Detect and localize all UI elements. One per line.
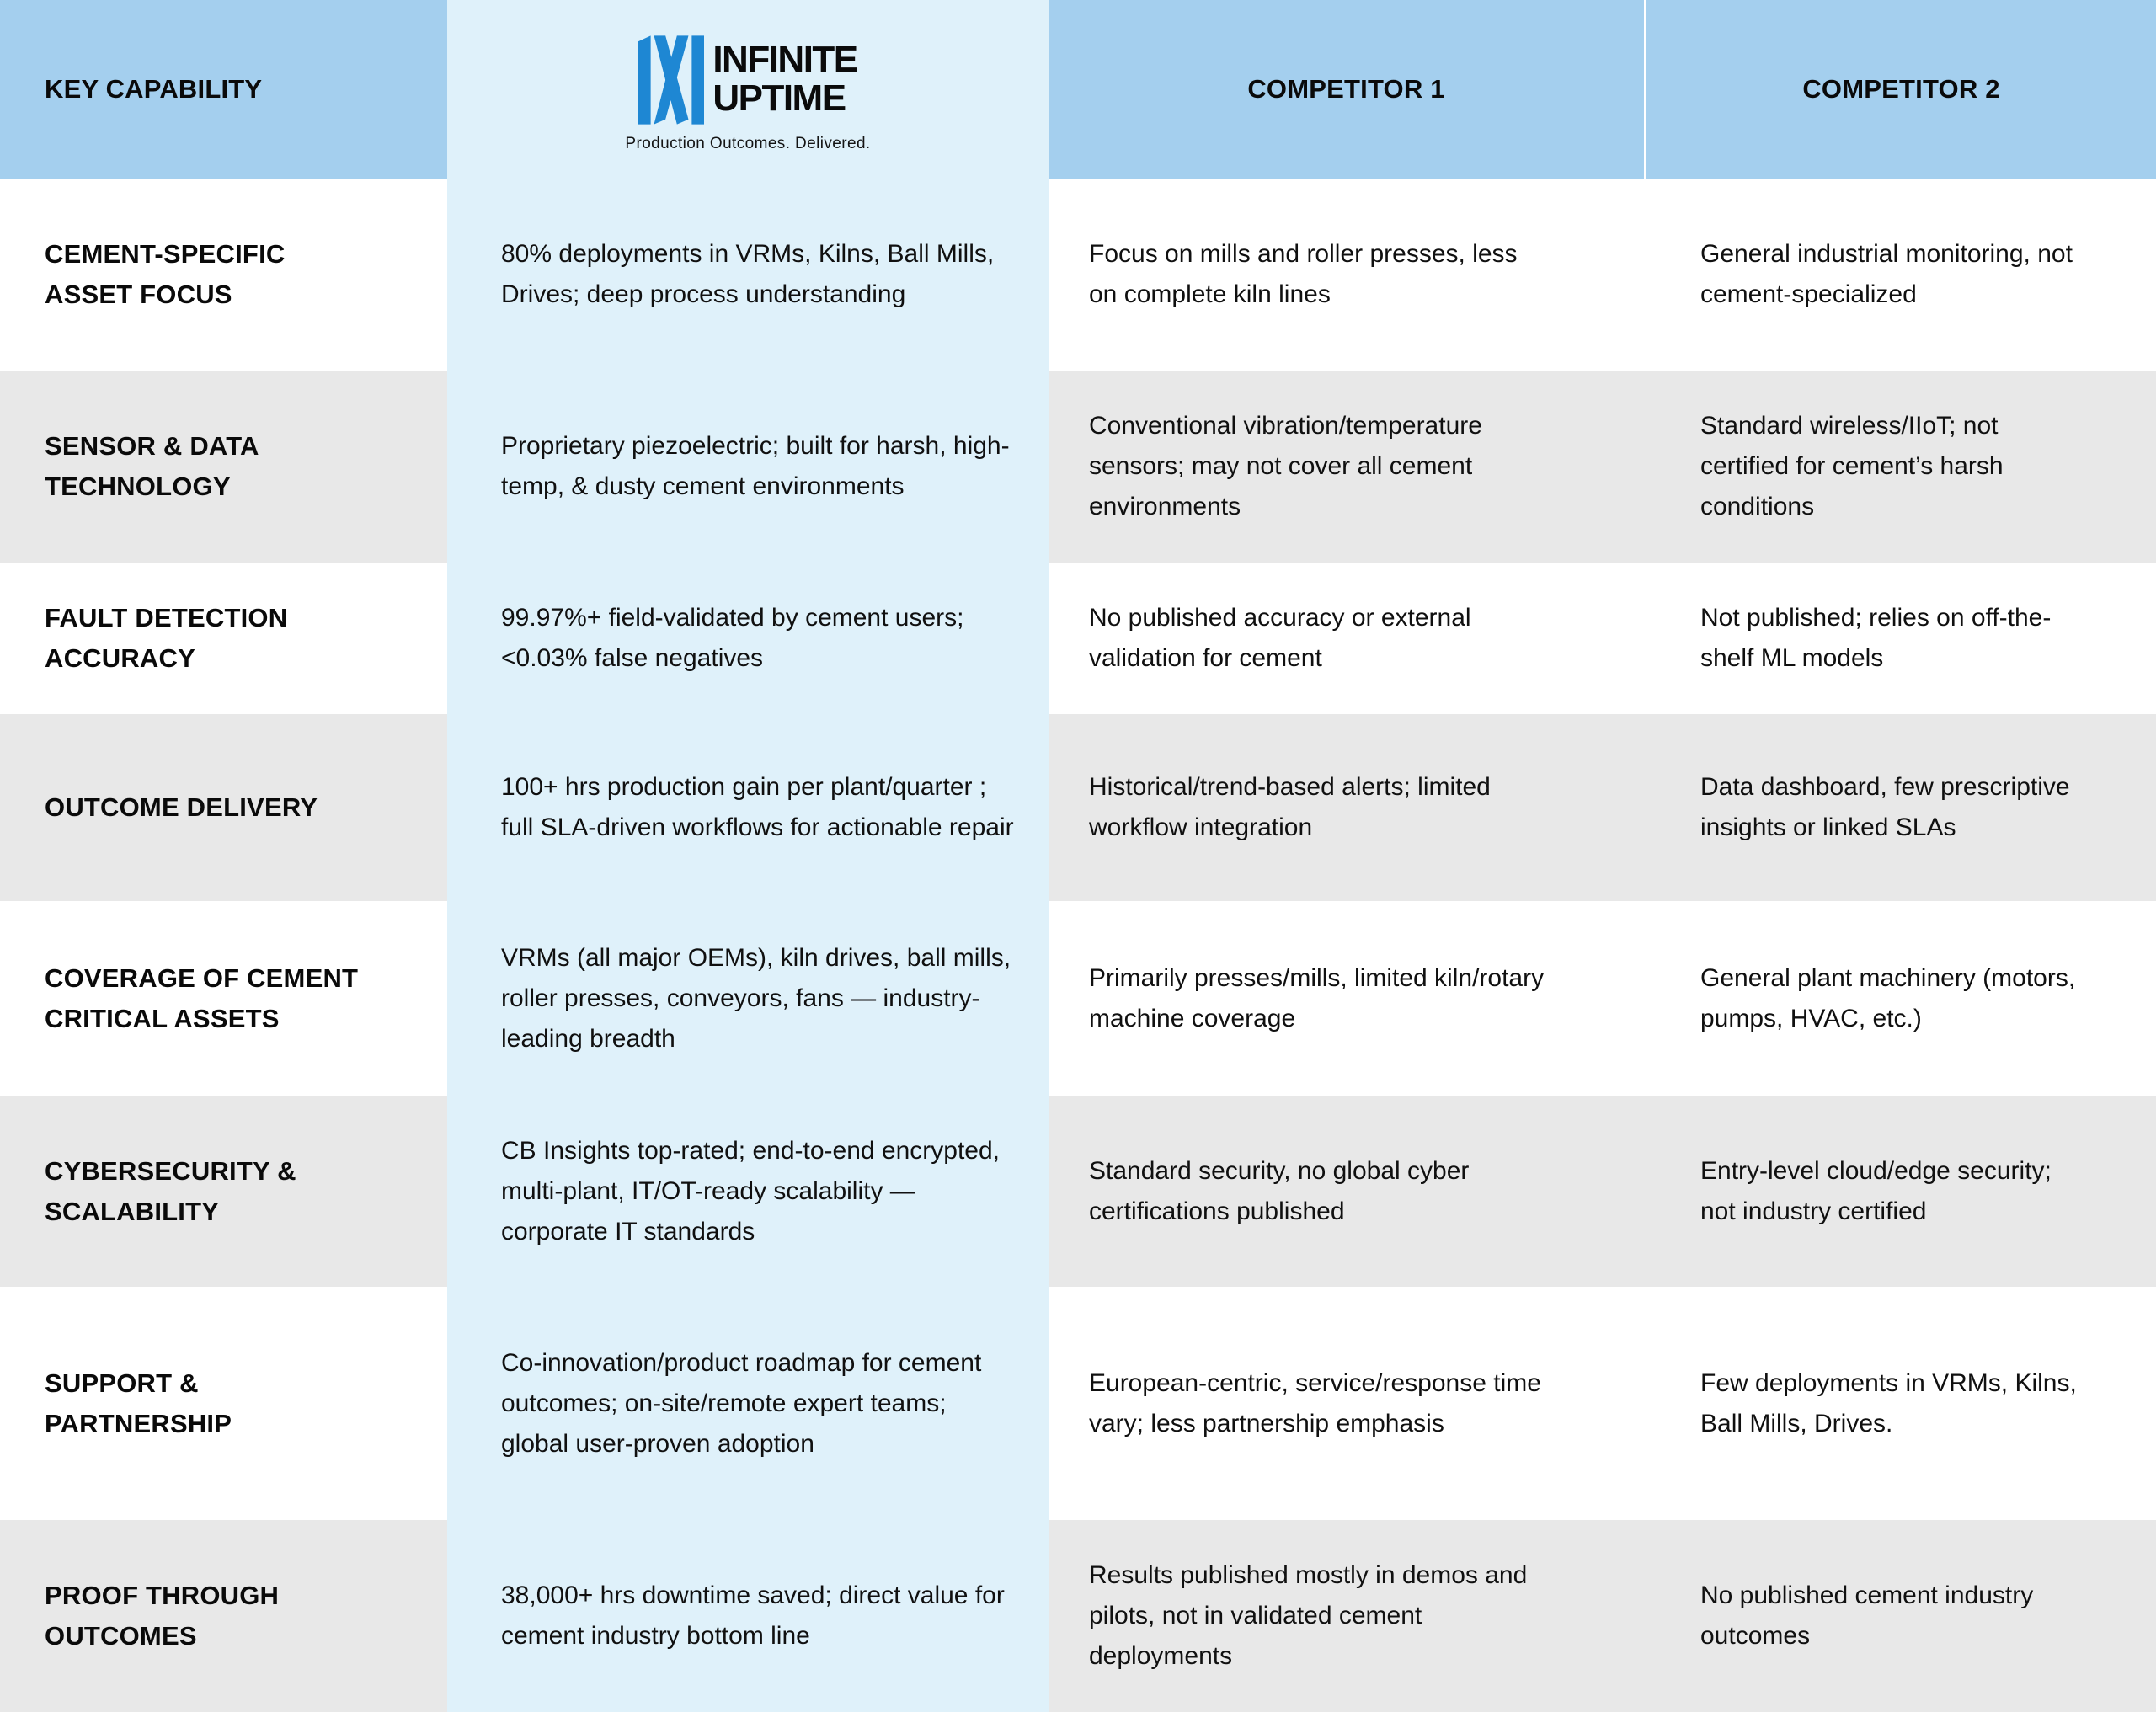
competitor-2-cell: Standard wireless/IIoT; not certified fo… bbox=[1646, 371, 2156, 563]
cell-text: Focus on mills and roller presses, less … bbox=[1089, 240, 1518, 308]
cell-text: VRMs (all major OEMs), kiln drives, ball… bbox=[501, 944, 1011, 1053]
cell-text: Proprietary piezoelectric; built for har… bbox=[501, 432, 1010, 500]
capability-cell: FAULT DETECTION ACCURACY bbox=[0, 563, 447, 714]
cell-text: Primarily presses/mills, limited kiln/ro… bbox=[1089, 964, 1545, 1032]
capability-cell: SUPPORT & PARTNERSHIP bbox=[0, 1287, 447, 1520]
cell-text: Co-innovation/product roadmap for cement… bbox=[501, 1348, 982, 1458]
capability-cell: CEMENT-SPECIFIC ASSET FOCUS bbox=[0, 179, 447, 371]
competitor-1-cell: Results published mostly in demos and pi… bbox=[1049, 1520, 1646, 1712]
cell-text: Entry-level cloud/edge security; not ind… bbox=[1700, 1157, 2052, 1225]
competitor-2-cell: Entry-level cloud/edge security; not ind… bbox=[1646, 1096, 2156, 1287]
cell-text: No published cement industry outcomes bbox=[1700, 1581, 2034, 1650]
capability-label: SENSOR & DATA TECHNOLOGY bbox=[45, 431, 259, 501]
competitor-1-cell: Primarily presses/mills, limited kiln/ro… bbox=[1049, 901, 1646, 1096]
cell-text: General plant machinery (motors, pumps, … bbox=[1700, 964, 2076, 1032]
capability-cell: SENSOR & DATA TECHNOLOGY bbox=[0, 371, 447, 563]
cell-text: 99.97%+ field-validated by cement users;… bbox=[501, 604, 964, 672]
infinite-uptime-logo: INFINITE UPTIME bbox=[638, 34, 858, 125]
infinite-uptime-cell: 100+ hrs production gain per plant/quart… bbox=[447, 714, 1049, 901]
infinite-uptime-cell: 80% deployments in VRMs, Kilns, Ball Mil… bbox=[447, 179, 1049, 371]
column-header-competitor-1: COMPETITOR 1 bbox=[1049, 0, 1646, 179]
cell-text: Standard wireless/IIoT; not certified fo… bbox=[1700, 412, 2004, 520]
cell-text: Conventional vibration/temperature senso… bbox=[1089, 412, 1482, 520]
capability-label: PROOF THROUGH OUTCOMES bbox=[45, 1581, 280, 1651]
capability-cell: COVERAGE OF CEMENT CRITICAL ASSETS bbox=[0, 901, 447, 1096]
competitor-1-cell: Focus on mills and roller presses, less … bbox=[1049, 179, 1646, 371]
cell-text: CB Insights top-rated; end-to-end encryp… bbox=[501, 1137, 1001, 1245]
capability-label: CYBERSECURITY & SCALABILITY bbox=[45, 1156, 296, 1226]
cell-text: Historical/trend-based alerts; limited w… bbox=[1089, 773, 1491, 841]
column-header-key-capability: KEY CAPABILITY bbox=[0, 0, 447, 179]
cell-text: Data dashboard, few prescriptive insight… bbox=[1700, 773, 2070, 841]
competitor-2-cell: General industrial monitoring, not cemen… bbox=[1646, 179, 2156, 371]
cell-text: 38,000+ hrs downtime saved; direct value… bbox=[501, 1581, 1005, 1650]
key-capability-label: KEY CAPABILITY bbox=[45, 74, 263, 104]
competitor-2-label: COMPETITOR 2 bbox=[1802, 74, 2000, 104]
infinite-uptime-cell: Co-innovation/product roadmap for cement… bbox=[447, 1287, 1049, 1520]
capability-cell: CYBERSECURITY & SCALABILITY bbox=[0, 1096, 447, 1287]
cell-text: Few deployments in VRMs, Kilns, Ball Mil… bbox=[1700, 1368, 2077, 1437]
cell-text: European-centric, service/response time … bbox=[1089, 1368, 1541, 1437]
column-header-competitor-2: COMPETITOR 2 bbox=[1646, 0, 2156, 179]
infinite-uptime-wordmark: INFINITE UPTIME bbox=[712, 39, 858, 119]
cell-text: General industrial monitoring, not cemen… bbox=[1700, 240, 2073, 308]
cell-text: Standard security, no global cyber certi… bbox=[1089, 1157, 1470, 1225]
infinite-uptime-logo-icon bbox=[638, 35, 705, 125]
cell-text: Not published; relies on off-the-shelf M… bbox=[1700, 604, 2052, 672]
wordmark-line-1: INFINITE bbox=[712, 39, 858, 80]
competitor-1-cell: Historical/trend-based alerts; limited w… bbox=[1049, 714, 1646, 901]
competitor-2-cell: Data dashboard, few prescriptive insight… bbox=[1646, 714, 2156, 901]
cell-text: 100+ hrs production gain per plant/quart… bbox=[501, 773, 1014, 841]
cell-text: 80% deployments in VRMs, Kilns, Ball Mil… bbox=[501, 240, 995, 308]
wordmark-line-2: UPTIME bbox=[712, 77, 846, 119]
column-header-infinite-uptime: INFINITE UPTIME Production Outcomes. Del… bbox=[447, 0, 1049, 179]
brand-tagline: Production Outcomes. Delivered. bbox=[625, 135, 871, 152]
capability-cell: OUTCOME DELIVERY bbox=[0, 714, 447, 901]
infinite-uptime-cell: Proprietary piezoelectric; built for har… bbox=[447, 371, 1049, 563]
infinite-uptime-cell: VRMs (all major OEMs), kiln drives, ball… bbox=[447, 901, 1049, 1096]
competitor-2-cell: No published cement industry outcomes bbox=[1646, 1520, 2156, 1712]
competitor-1-cell: Conventional vibration/temperature senso… bbox=[1049, 371, 1646, 563]
competitor-1-cell: Standard security, no global cyber certi… bbox=[1049, 1096, 1646, 1287]
infinite-uptime-cell: CB Insights top-rated; end-to-end encryp… bbox=[447, 1096, 1049, 1287]
competitor-1-label: COMPETITOR 1 bbox=[1247, 74, 1445, 104]
capability-label: OUTCOME DELIVERY bbox=[45, 792, 318, 822]
cell-text: Results published mostly in demos and pi… bbox=[1089, 1561, 1528, 1670]
capability-label: CEMENT-SPECIFIC ASSET FOCUS bbox=[45, 239, 286, 309]
cell-text: No published accuracy or external valida… bbox=[1089, 604, 1471, 672]
capability-label: SUPPORT & PARTNERSHIP bbox=[45, 1368, 232, 1438]
competitor-2-cell: General plant machinery (motors, pumps, … bbox=[1646, 901, 2156, 1096]
infinite-uptime-cell: 38,000+ hrs downtime saved; direct value… bbox=[447, 1520, 1049, 1712]
competitor-2-cell: Few deployments in VRMs, Kilns, Ball Mil… bbox=[1646, 1287, 2156, 1520]
capability-cell: PROOF THROUGH OUTCOMES bbox=[0, 1520, 447, 1712]
competitor-1-cell: No published accuracy or external valida… bbox=[1049, 563, 1646, 714]
capability-label: FAULT DETECTION ACCURACY bbox=[45, 603, 288, 673]
competitor-2-cell: Not published; relies on off-the-shelf M… bbox=[1646, 563, 2156, 714]
capability-label: COVERAGE OF CEMENT CRITICAL ASSETS bbox=[45, 963, 359, 1033]
competitor-1-cell: European-centric, service/response time … bbox=[1049, 1287, 1646, 1520]
infinite-uptime-cell: 99.97%+ field-validated by cement users;… bbox=[447, 563, 1049, 714]
